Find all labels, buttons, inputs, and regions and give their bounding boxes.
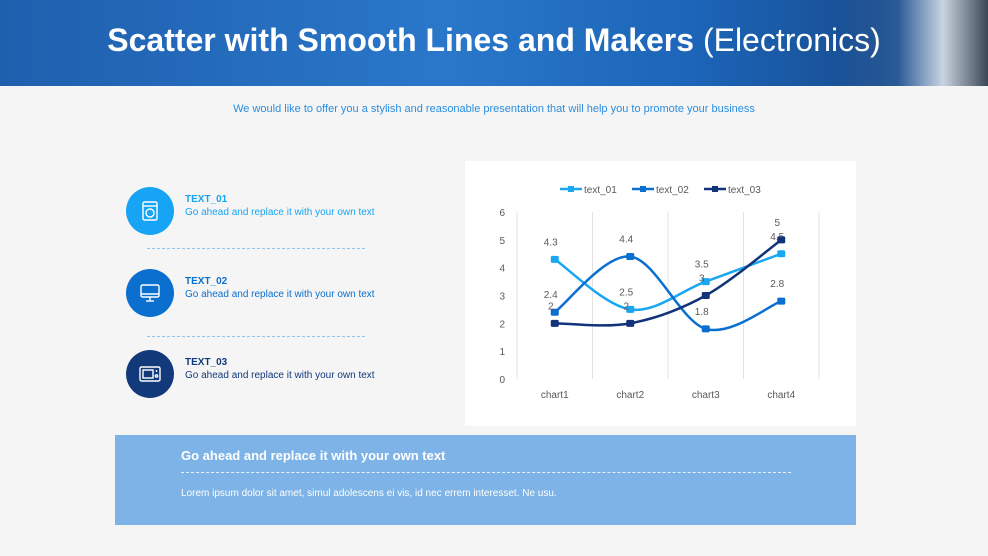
data-label: 2.8 bbox=[770, 279, 784, 290]
y-tick-label: 5 bbox=[499, 236, 505, 247]
title-suffix: (Electronics) bbox=[702, 22, 881, 58]
item-title: TEXT_01 bbox=[185, 194, 228, 205]
x-tick-label: chart1 bbox=[541, 390, 569, 401]
item-title: TEXT_02 bbox=[185, 276, 228, 287]
data-point bbox=[626, 253, 635, 261]
x-tick-label: chart2 bbox=[616, 390, 644, 401]
x-tick-label: chart4 bbox=[767, 390, 795, 401]
legend-marker bbox=[640, 186, 646, 192]
data-point bbox=[777, 236, 786, 244]
header-banner: Scatter with Smooth Lines and Makers (El… bbox=[0, 0, 988, 86]
data-label: 4.4 bbox=[619, 235, 633, 246]
data-point bbox=[701, 278, 710, 286]
info-banner: Go ahead and replace it with your own te… bbox=[115, 435, 856, 525]
y-tick-label: 3 bbox=[499, 292, 505, 303]
subtitle: We would like to offer you a stylish and… bbox=[233, 103, 755, 115]
y-tick-label: 4 bbox=[499, 264, 505, 275]
legend-label: text_02 bbox=[656, 185, 689, 196]
page-title: Scatter with Smooth Lines and Makers (El… bbox=[0, 22, 988, 59]
banner-text: Lorem ipsum dolor sit amet, simul adoles… bbox=[181, 488, 557, 499]
divider bbox=[147, 248, 365, 249]
data-point bbox=[626, 319, 635, 327]
legend-label: text_03 bbox=[728, 185, 761, 196]
data-point bbox=[550, 308, 559, 316]
data-point bbox=[777, 297, 786, 305]
microwave-icon bbox=[126, 350, 174, 398]
legend-marker bbox=[712, 186, 718, 192]
item-text: Go ahead and replace it with your own te… bbox=[185, 207, 375, 218]
data-point bbox=[626, 305, 635, 313]
divider bbox=[147, 336, 365, 337]
banner-title: Go ahead and replace it with your own te… bbox=[181, 448, 446, 463]
header-photo bbox=[838, 0, 988, 86]
y-tick-label: 6 bbox=[499, 208, 505, 219]
series-line-text_03 bbox=[554, 238, 782, 327]
washing-machine-icon bbox=[126, 187, 174, 235]
data-label: 5 bbox=[774, 218, 780, 229]
banner-divider bbox=[181, 472, 791, 473]
chart-svg: 0 1 2 3 4 5 6 chart1 chart2 chart3 chart4 text_01 te… bbox=[499, 185, 820, 401]
legend-marker bbox=[568, 186, 574, 192]
legend-label: text_01 bbox=[584, 185, 617, 196]
data-point bbox=[777, 250, 786, 258]
x-tick-label: chart3 bbox=[692, 390, 720, 401]
data-label: 4.3 bbox=[544, 237, 558, 248]
data-label: 2 bbox=[623, 301, 629, 312]
data-label: 2.5 bbox=[619, 287, 633, 298]
chart: 0 1 2 3 4 5 6 chart1 chart2 chart3 chart4 text_01 te… bbox=[465, 161, 856, 426]
data-point bbox=[701, 292, 710, 299]
item-text: Go ahead and replace it with your own te… bbox=[185, 370, 375, 381]
series-line-text_02 bbox=[553, 255, 782, 332]
item-title: TEXT_03 bbox=[185, 357, 228, 368]
data-label: 3 bbox=[699, 274, 705, 285]
data-point bbox=[550, 319, 559, 327]
y-tick-label: 0 bbox=[499, 375, 505, 386]
item-text: Go ahead and replace it with your own te… bbox=[185, 289, 375, 300]
title-main: Scatter with Smooth Lines and Makers bbox=[107, 22, 695, 58]
y-tick-label: 2 bbox=[499, 319, 505, 330]
data-label: 1.8 bbox=[695, 307, 709, 318]
y-tick-label: 1 bbox=[499, 347, 505, 358]
data-point bbox=[701, 325, 710, 333]
data-label: 2.4 bbox=[544, 290, 558, 301]
data-point bbox=[550, 255, 559, 263]
monitor-icon bbox=[126, 269, 174, 317]
data-label: 2 bbox=[548, 301, 554, 312]
data-label: 3.5 bbox=[695, 260, 709, 271]
